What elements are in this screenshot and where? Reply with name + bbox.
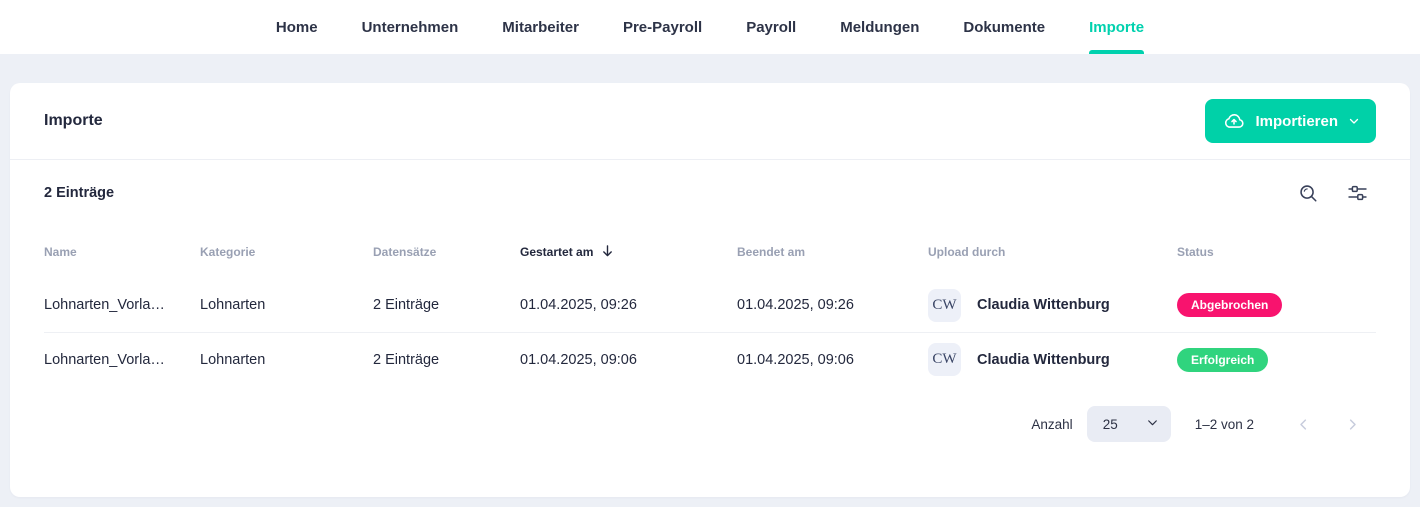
search-icon[interactable] (1296, 181, 1321, 206)
pagination-bar: Anzahl 25 1–2 von 2 (10, 406, 1410, 442)
table-toolbar: 2 Einträge (10, 160, 1410, 226)
nav-item-home[interactable]: Home (275, 18, 318, 36)
sort-arrow-down-icon (601, 244, 614, 261)
cell-name: Lohnarten_Vorla… (44, 297, 165, 313)
column-header-gestartet-am[interactable]: Gestartet am (520, 244, 737, 261)
top-navigation: Home Unternehmen Mitarbeiter Pre-Payroll… (0, 0, 1420, 54)
column-header-beendet-am[interactable]: Beendet am (737, 245, 806, 259)
status-badge: Erfolgreich (1177, 347, 1269, 372)
cell-datensaetze: 2 Einträge (373, 297, 440, 313)
nav-item-unternehmen[interactable]: Unternehmen (361, 18, 459, 36)
cell-beendet-am: 01.04.2025, 09:06 (737, 351, 854, 368)
page-size-value: 25 (1102, 416, 1118, 432)
uploader-name: Claudia Wittenburg (977, 351, 1110, 368)
avatar: CW (928, 343, 961, 376)
importieren-button-label: Importieren (1255, 112, 1338, 130)
page-title: Importe (44, 112, 103, 129)
page-size-label: Anzahl (1031, 416, 1073, 432)
uploader-name: Claudia Wittenburg (977, 297, 1110, 313)
imports-table: Name Kategorie Datensätze Gestartet am B… (10, 226, 1410, 386)
importieren-button[interactable]: Importieren (1205, 99, 1376, 143)
nav-item-payroll[interactable]: Payroll (746, 18, 797, 36)
importe-card: Importe Importieren 2 Einträge (10, 83, 1410, 497)
avatar: CW (928, 288, 961, 322)
entries-count: 2 Einträge (44, 185, 115, 201)
cell-kategorie: Lohnarten (200, 351, 266, 368)
cell-beendet-am: 01.04.2025, 09:26 (737, 297, 854, 313)
cell-gestartet-am: 01.04.2025, 09:06 (520, 351, 637, 368)
column-header-kategorie[interactable]: Kategorie (200, 245, 256, 259)
chevron-down-icon (1146, 416, 1159, 432)
chevron-down-icon (1348, 115, 1360, 127)
cell-kategorie: Lohnarten (200, 297, 266, 313)
cell-upload-durch: CW Claudia Wittenburg (928, 343, 1177, 376)
column-header-upload-durch[interactable]: Upload durch (928, 245, 1006, 259)
column-header-gestartet-am-label: Gestartet am (520, 245, 594, 259)
pagination-range: 1–2 von 2 (1194, 416, 1254, 432)
cell-name: Lohnarten_Vorla… (44, 351, 165, 368)
nav-item-meldungen[interactable]: Meldungen (840, 18, 920, 36)
cell-upload-durch: CW Claudia Wittenburg (928, 288, 1177, 322)
filter-sliders-icon[interactable] (1345, 181, 1370, 206)
previous-page-icon[interactable] (1292, 413, 1315, 436)
cell-datensaetze: 2 Einträge (373, 351, 440, 368)
column-header-datensaetze[interactable]: Datensätze (373, 245, 437, 259)
column-header-name[interactable]: Name (44, 245, 77, 259)
nav-item-dokumente[interactable]: Dokumente (963, 18, 1046, 36)
nav-item-pre-payroll[interactable]: Pre-Payroll (622, 18, 703, 36)
status-badge: Abgebrochen (1177, 293, 1283, 317)
cell-gestartet-am: 01.04.2025, 09:26 (520, 297, 637, 313)
card-header: Importe Importieren (10, 83, 1410, 159)
cell-status: Abgebrochen (1177, 293, 1376, 317)
next-page-icon[interactable] (1341, 413, 1364, 436)
table-header-row: Name Kategorie Datensätze Gestartet am B… (44, 226, 1376, 278)
nav-item-mitarbeiter[interactable]: Mitarbeiter (502, 18, 579, 36)
header-divider (10, 159, 1410, 160)
table-row[interactable]: Lohnarten_Vorla… Lohnarten 2 Einträge 01… (44, 332, 1376, 386)
column-header-status[interactable]: Status (1177, 245, 1214, 259)
table-row[interactable]: Lohnarten_Vorla… Lohnarten 2 Einträge 01… (44, 278, 1376, 332)
nav-item-importe[interactable]: Importe (1089, 0, 1145, 54)
page-size-select[interactable]: 25 (1086, 406, 1171, 442)
cell-status: Erfolgreich (1177, 347, 1376, 372)
cloud-upload-icon (1223, 110, 1245, 132)
